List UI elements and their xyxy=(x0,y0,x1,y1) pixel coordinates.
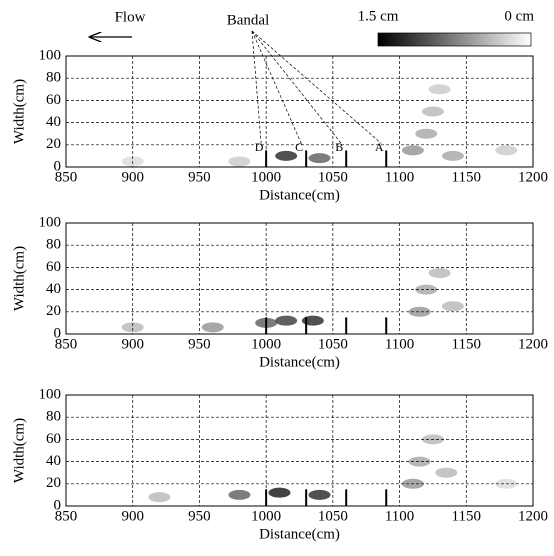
colorbar xyxy=(377,32,532,47)
x-tick-label: 1000 xyxy=(251,169,281,185)
depth-cell xyxy=(435,467,458,478)
depth-cell xyxy=(148,492,171,503)
x-tick-label: 1150 xyxy=(452,336,481,352)
y-tick-label: 0 xyxy=(54,497,62,513)
x-tick-label: 1200 xyxy=(518,169,548,185)
depth-cell xyxy=(228,489,251,500)
x-tick-label: 1100 xyxy=(385,336,414,352)
depth-cell xyxy=(201,322,224,333)
y-tick-label: 40 xyxy=(46,281,61,297)
x-axis-label: Distance(cm) xyxy=(259,187,340,203)
y-tick-label: 0 xyxy=(54,325,62,341)
y-tick-label: 80 xyxy=(46,237,61,253)
depth-cell xyxy=(441,150,464,161)
x-tick-label: 850 xyxy=(55,508,78,524)
depth-cell xyxy=(408,456,431,467)
depth-cell xyxy=(268,487,291,498)
bandal-name: D xyxy=(255,140,264,154)
x-tick-label: 850 xyxy=(55,169,78,185)
annotation-leader xyxy=(251,30,342,144)
y-tick-label: 20 xyxy=(46,475,61,491)
x-tick-label: 850 xyxy=(55,336,78,352)
depth-cell xyxy=(401,145,424,156)
y-axis-label: Width(cm) xyxy=(11,246,27,311)
depth-cell xyxy=(301,315,324,326)
y-tick-label: 40 xyxy=(46,114,61,130)
y-tick-label: 60 xyxy=(46,259,61,275)
x-tick-label: 1200 xyxy=(518,336,548,352)
depth-cell xyxy=(308,153,331,164)
y-tick-label: 80 xyxy=(46,70,61,86)
annotation-leader xyxy=(251,30,302,144)
depth-cell xyxy=(441,301,464,312)
x-tick-label: 1150 xyxy=(452,508,481,524)
depth-cell xyxy=(275,315,298,326)
annotation-leader xyxy=(251,30,382,144)
plot-frame xyxy=(65,55,534,168)
x-tick-label: 950 xyxy=(188,508,211,524)
x-tick-label: 900 xyxy=(121,336,144,352)
x-axis-label: Distance(cm) xyxy=(259,526,340,542)
x-axis-label: Distance(cm) xyxy=(259,354,340,370)
x-tick-label: 1050 xyxy=(318,336,348,352)
x-tick-label: 950 xyxy=(188,336,211,352)
y-tick-label: 40 xyxy=(46,453,61,469)
x-tick-label: 1000 xyxy=(251,508,281,524)
colorbar-label: 0 cm xyxy=(504,8,534,24)
annotation-leader xyxy=(251,30,262,144)
y-tick-label: 20 xyxy=(46,136,61,152)
depth-cell xyxy=(308,489,331,500)
y-axis-label: Width(cm) xyxy=(11,79,27,144)
y-tick-label: 20 xyxy=(46,303,61,319)
depth-cell xyxy=(428,84,451,95)
x-tick-label: 1050 xyxy=(318,169,348,185)
x-tick-label: 1050 xyxy=(318,508,348,524)
y-tick-label: 0 xyxy=(54,158,62,174)
x-tick-label: 1150 xyxy=(452,169,481,185)
y-tick-label: 100 xyxy=(39,386,62,402)
depth-cell xyxy=(121,322,144,333)
depth-cell xyxy=(428,267,451,278)
depth-cell xyxy=(415,128,438,139)
flow-label: Flow xyxy=(115,9,146,25)
y-tick-label: 60 xyxy=(46,92,61,108)
depth-cell xyxy=(228,156,251,167)
depth-cell xyxy=(495,145,518,156)
x-tick-label: 900 xyxy=(121,508,144,524)
depth-cell xyxy=(408,306,431,317)
y-tick-label: 80 xyxy=(46,409,61,425)
bandal-name: A xyxy=(375,140,384,154)
y-tick-label: 100 xyxy=(39,47,62,63)
annotation: Bandal xyxy=(227,12,270,28)
bandal-name: C xyxy=(295,140,303,154)
x-tick-label: 1200 xyxy=(518,508,548,524)
y-axis-label: Width(cm) xyxy=(11,418,27,483)
y-tick-label: 100 xyxy=(39,214,62,230)
y-tick-label: 60 xyxy=(46,431,61,447)
bandal-name: B xyxy=(335,140,343,154)
colorbar-label: 1.5 cm xyxy=(358,8,399,24)
plot-frame xyxy=(65,394,534,507)
x-tick-label: 950 xyxy=(188,169,211,185)
x-tick-label: 1100 xyxy=(385,508,414,524)
x-tick-label: 1000 xyxy=(251,336,281,352)
depth-cell xyxy=(275,150,298,161)
plot-frame xyxy=(65,222,534,335)
x-tick-label: 1100 xyxy=(385,169,414,185)
depth-cell xyxy=(421,106,444,117)
x-tick-label: 900 xyxy=(121,169,144,185)
